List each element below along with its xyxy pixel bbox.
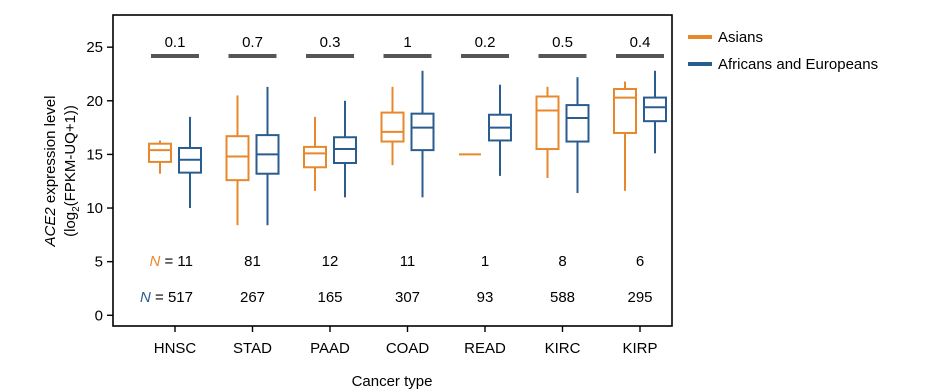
x-axis: HNSC STAD PAAD COAD READ KIRC KIRP: [154, 326, 658, 357]
y-axis-title-unit: (FPKM-UQ+1)): [62, 105, 79, 206]
y-axis-title-rest: expression level: [42, 96, 59, 208]
box-asians-kirp: [613, 81, 637, 191]
y-axis-title-line2: (log2(FPKM-UQ+1)): [62, 105, 82, 237]
y-tick-label: 15: [86, 146, 103, 163]
y-tick-label: 0: [95, 307, 103, 324]
iqr-box: [643, 96, 667, 123]
box-asians-kirc: [535, 86, 560, 179]
n-count: 295: [627, 289, 652, 306]
y-tick-label: 20: [86, 93, 103, 110]
legend-label: Asians: [718, 29, 763, 46]
n-count: 307: [395, 289, 420, 306]
x-tick-label: STAD: [233, 340, 272, 357]
iqr-box: [225, 135, 250, 182]
x-axis-title: Cancer type: [352, 373, 433, 390]
n-value: = 11: [160, 253, 193, 270]
legend-label: Africans and Europeans: [718, 56, 878, 73]
y-axis: 0 5 10 15 20 25: [86, 39, 113, 324]
box-asians-stad: [225, 95, 250, 226]
box-africans-europeans-paad: [333, 100, 357, 198]
box-asians-coad: [380, 86, 405, 166]
box-asians-paad: [303, 116, 327, 191]
p-value-label: 1: [403, 34, 411, 51]
iqr-box: [380, 111, 405, 143]
n-symbol: N: [149, 253, 160, 270]
n-count: 267: [240, 289, 265, 306]
legend: Asians Africans and Europeans: [688, 29, 878, 73]
n-count: N = 11: [149, 253, 193, 270]
iqr-box: [303, 145, 327, 169]
n-count: N = 517: [140, 289, 193, 306]
x-tick-label: PAAD: [310, 340, 350, 357]
p-value-label: 0.4: [630, 34, 651, 51]
box-africans-europeans-kirp: [643, 70, 667, 154]
n-count: 165: [317, 289, 342, 306]
x-tick-label: HNSC: [154, 340, 197, 357]
sample-size-annotations: N = 11 81 12 11 1 8 6N = 517 267 165 307 93 588 295: [140, 253, 652, 306]
y-axis-title-gene: ACE2: [42, 207, 59, 248]
y-axis-title-sub: 2: [71, 206, 82, 212]
n-symbol: N: [140, 289, 151, 306]
iqr-box: [565, 104, 590, 143]
n-count: 81: [244, 253, 261, 270]
iqr-box: [333, 136, 357, 164]
plot-frame: [112, 14, 673, 327]
n-count: 588: [550, 289, 575, 306]
y-axis-title: ACE2 expression level: [42, 96, 59, 248]
box-asians-hnsc: [148, 140, 172, 174]
p-value-label: 0.5: [552, 34, 573, 51]
x-tick-label: KIRP: [622, 340, 657, 357]
box-africans-europeans-coad: [410, 70, 435, 198]
n-count: 93: [477, 289, 494, 306]
box-africans-europeans-kirc: [565, 77, 590, 194]
p-value-label: 0.1: [165, 34, 186, 51]
n-count: 6: [636, 253, 644, 270]
significance-annotations: 0.1 0.7 0.3 1 0.2 0.5 0.4: [151, 34, 664, 58]
iqr-box: [410, 112, 435, 152]
y-axis-title-log: (log: [62, 212, 79, 237]
iqr-box: [148, 142, 172, 163]
iqr-box: [613, 87, 637, 134]
x-tick-label: COAD: [386, 340, 430, 357]
box-series: [148, 70, 667, 226]
y-tick-label: 5: [95, 254, 103, 271]
p-value-label: 0.3: [320, 34, 341, 51]
x-tick-label: KIRC: [545, 340, 581, 357]
n-count: 1: [481, 253, 489, 270]
iqr-box: [535, 95, 560, 151]
p-value-label: 0.2: [475, 34, 496, 51]
n-count: 8: [558, 253, 566, 270]
box-africans-europeans-hnsc: [178, 116, 202, 209]
n-value: = 517: [151, 289, 193, 306]
y-tick-label: 25: [86, 39, 103, 56]
box-africans-europeans-stad: [255, 86, 280, 226]
y-tick-label: 10: [86, 200, 103, 217]
x-tick-label: READ: [464, 340, 506, 357]
n-count: 12: [322, 253, 339, 270]
p-value-label: 0.7: [242, 34, 263, 51]
n-count: 11: [400, 253, 416, 270]
box-africans-europeans-read: [488, 84, 512, 176]
